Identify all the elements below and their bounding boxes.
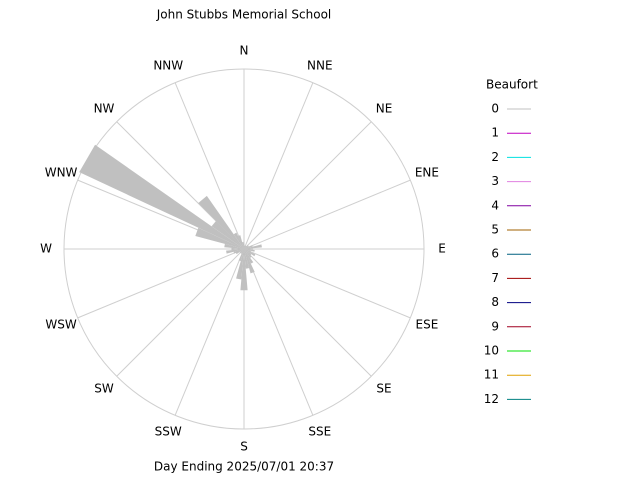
- wind-bar: [237, 235, 244, 249]
- wind-bar: [240, 249, 244, 254]
- wind-bar: [226, 249, 244, 254]
- direction-label: E: [438, 242, 446, 256]
- wind-bar: [240, 249, 248, 291]
- wind-bar: [211, 220, 244, 249]
- legend-title: Beaufort: [486, 78, 538, 92]
- wind-bar: [244, 245, 247, 249]
- wind-bar: [79, 144, 244, 249]
- wind-bar: [244, 249, 255, 274]
- wind-bar: [240, 249, 244, 254]
- wind-bar: [242, 241, 244, 249]
- direction-label: ESE: [416, 317, 439, 331]
- wind-bar: [244, 244, 262, 249]
- wind-bar: [244, 249, 254, 264]
- wind-bar: [195, 227, 244, 249]
- legend-label: 4: [491, 198, 499, 212]
- direction-label: N: [240, 44, 249, 58]
- direction-label: NNE: [307, 59, 333, 73]
- legend-label: 12: [484, 392, 499, 406]
- spoke: [243, 248, 411, 319]
- direction-label: ENE: [415, 166, 439, 180]
- legend-label: 0: [491, 102, 499, 116]
- direction-label: SW: [94, 382, 114, 396]
- direction-label: WNW: [45, 166, 78, 180]
- chart-footer: Day Ending 2025/07/01 20:37: [154, 460, 334, 474]
- wind-bar: [244, 245, 249, 249]
- direction-label: SSE: [308, 424, 331, 438]
- wind-bar: [238, 249, 244, 262]
- wind-bar: [244, 249, 252, 256]
- wind-bar: [244, 245, 253, 249]
- wind-bar: [233, 232, 244, 249]
- direction-label: NW: [94, 101, 115, 115]
- spoke: [243, 121, 372, 250]
- spoke: [243, 248, 372, 377]
- direction-label: NE: [376, 101, 393, 115]
- spoke: [77, 248, 245, 319]
- wind-bar: [244, 245, 249, 249]
- direction-label: WSW: [45, 317, 76, 331]
- direction-label: S: [240, 440, 248, 454]
- spoke: [243, 248, 314, 416]
- legend-label: 6: [491, 247, 499, 261]
- wind-bar: [236, 249, 244, 280]
- wind-bar: [235, 249, 244, 255]
- legend-label: 10: [484, 344, 499, 358]
- spoke: [174, 82, 245, 250]
- wind-bar: [244, 249, 256, 257]
- legend-label: 3: [491, 174, 499, 188]
- direction-label: SSW: [155, 424, 182, 438]
- legend-label: 1: [491, 126, 499, 140]
- spoke: [243, 179, 411, 250]
- wind-bar: [244, 249, 251, 253]
- wind-bar: [239, 249, 244, 253]
- legend-label: 7: [491, 271, 499, 285]
- direction-label: W: [40, 242, 52, 256]
- wind-bar: [243, 243, 245, 249]
- legend-label: 2: [491, 150, 499, 164]
- wind-bar: [244, 249, 250, 269]
- wind-bar: [244, 246, 247, 249]
- spoke: [116, 248, 245, 377]
- chart-title: John Stubbs Memorial School: [156, 8, 332, 22]
- wind-bar: [244, 245, 246, 249]
- legend-label: 9: [491, 319, 499, 333]
- direction-label: NNW: [153, 59, 183, 73]
- spoke: [243, 82, 314, 250]
- direction-label: SE: [376, 382, 391, 396]
- wind-bar: [244, 249, 255, 252]
- wind-bar: [244, 245, 245, 249]
- spoke: [174, 248, 245, 416]
- legend-label: 11: [484, 368, 499, 382]
- wind-bar: [224, 243, 244, 249]
- wind-bar: [244, 249, 252, 258]
- wind-bar: [231, 247, 244, 251]
- wind-bar: [198, 195, 244, 249]
- legend-label: 5: [491, 223, 499, 237]
- wind-bar: [244, 248, 253, 250]
- legend-label: 8: [491, 295, 499, 309]
- wind-bar: [233, 249, 244, 254]
